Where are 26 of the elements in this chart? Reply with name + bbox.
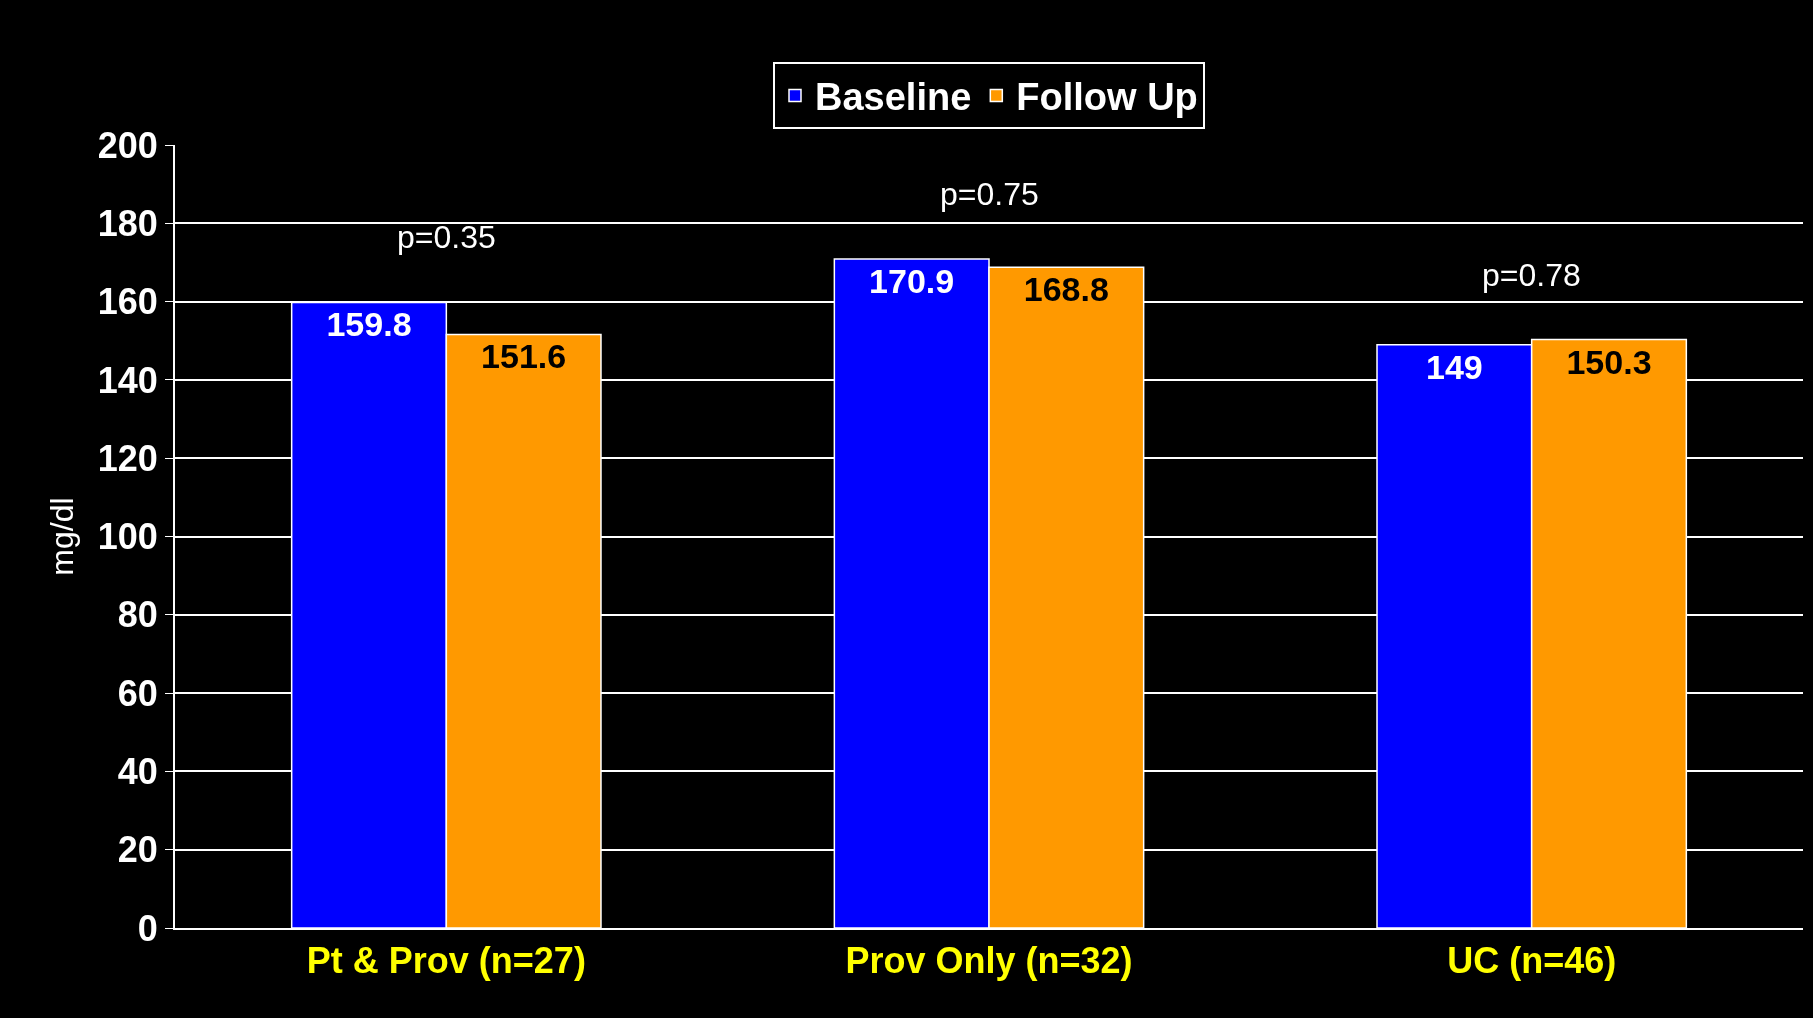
data-label: 149 (1425, 347, 1483, 386)
y-tick-label: 20 (117, 829, 158, 871)
legend-label: Follow Up (1016, 76, 1198, 119)
y-tick-label: 0 (137, 907, 158, 949)
y-tick-label: 180 (97, 202, 158, 244)
y-tick-label: 140 (97, 359, 158, 401)
y-tick-label: 80 (117, 594, 158, 636)
data-label: 151.6 (481, 337, 567, 376)
data-label: 170.9 (869, 261, 955, 300)
legend-label: Baseline (815, 76, 972, 119)
y-tick-label: 120 (97, 437, 158, 479)
x-tick-label: Pt & Prov (n=27) (306, 940, 586, 982)
annotation: p=0.35 (397, 219, 496, 255)
y-tick-label: 200 (97, 124, 158, 166)
y-tick-label: 100 (97, 516, 158, 558)
y-tick-label: 40 (117, 751, 158, 792)
data-label: 168.8 (1023, 270, 1109, 309)
x-tick-label: Prov Only (n=32) (845, 940, 1133, 982)
y-tick-label: 160 (97, 281, 158, 323)
data-label: 159.8 (326, 305, 412, 344)
y-tick-label: 60 (117, 672, 158, 714)
annotation: p=0.78 (1482, 257, 1581, 293)
x-tick-label: UC (n=46) (1447, 940, 1617, 982)
annotation: p=0.75 (940, 176, 1039, 212)
data-label: 150.3 (1566, 342, 1652, 381)
y-axis-title: mg/dl (43, 497, 80, 576)
